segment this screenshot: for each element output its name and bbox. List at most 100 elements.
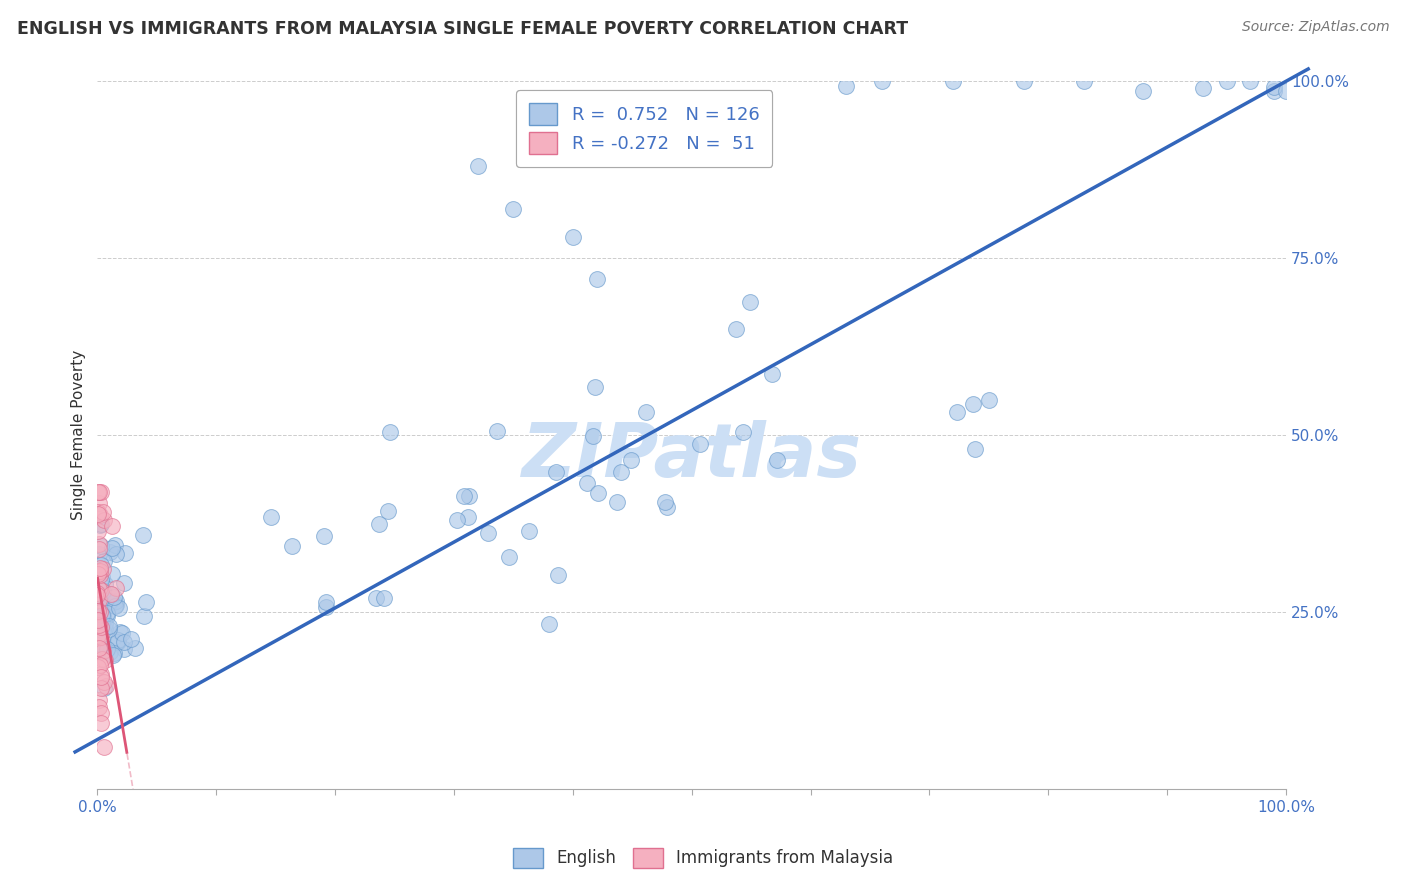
Point — [93, 554, 115, 568]
Point — [740, 295, 762, 310]
Point — [87, 564, 110, 578]
Point — [89, 564, 111, 578]
Point — [132, 609, 155, 624]
Point — [689, 437, 711, 451]
Point — [97, 619, 120, 633]
Point — [89, 601, 111, 615]
Point — [98, 545, 121, 559]
Point — [89, 615, 111, 630]
Point — [87, 593, 110, 607]
Point — [477, 526, 499, 541]
Point — [94, 577, 117, 591]
Point — [90, 667, 112, 681]
Point — [87, 660, 110, 674]
Point — [575, 475, 598, 490]
Point — [89, 604, 111, 618]
Point — [90, 600, 112, 615]
Point — [583, 380, 606, 394]
Legend: English, Immigrants from Malaysia: English, Immigrants from Malaysia — [506, 841, 900, 875]
Point — [91, 583, 114, 598]
Point — [114, 545, 136, 559]
Point — [962, 397, 984, 411]
Point — [87, 603, 110, 617]
Point — [135, 595, 157, 609]
Point — [121, 632, 143, 646]
Point — [314, 529, 336, 543]
Point — [87, 541, 110, 556]
Point — [89, 692, 111, 706]
Text: ENGLISH VS IMMIGRANTS FROM MALAYSIA SINGLE FEMALE POVERTY CORRELATION CHART: ENGLISH VS IMMIGRANTS FROM MALAYSIA SING… — [17, 20, 908, 37]
Point — [89, 670, 111, 684]
Point — [380, 425, 402, 439]
Point — [453, 490, 475, 504]
Point — [98, 645, 121, 659]
Point — [87, 631, 110, 645]
Point — [89, 567, 111, 582]
Point — [538, 616, 561, 631]
Point — [107, 635, 129, 649]
Point — [87, 582, 110, 596]
Point — [100, 587, 122, 601]
Point — [761, 367, 783, 381]
Point — [91, 644, 114, 658]
Point — [94, 622, 117, 636]
Point — [93, 653, 115, 667]
Point — [977, 392, 1000, 407]
Point — [1132, 85, 1154, 99]
Point — [104, 538, 127, 552]
Point — [87, 565, 110, 579]
Legend: R =  0.752   N = 126, R = -0.272   N =  51: R = 0.752 N = 126, R = -0.272 N = 51 — [516, 90, 772, 167]
Point — [91, 615, 114, 630]
Point — [89, 517, 111, 532]
Point — [582, 429, 605, 443]
Point — [86, 588, 108, 602]
Point — [89, 560, 111, 574]
Point — [1263, 79, 1285, 94]
Point — [100, 587, 122, 601]
Point — [96, 608, 118, 623]
Point — [93, 504, 115, 518]
Point — [91, 562, 114, 576]
Point — [108, 624, 131, 639]
Point — [94, 679, 117, 693]
Point — [96, 642, 118, 657]
Point — [90, 540, 112, 554]
Point — [89, 484, 111, 499]
Point — [606, 494, 628, 508]
Point — [89, 605, 111, 619]
Point — [89, 508, 111, 523]
Point — [90, 706, 112, 720]
Point — [87, 484, 110, 499]
Point — [870, 74, 893, 88]
Point — [124, 641, 146, 656]
Point — [105, 593, 128, 607]
Point — [366, 591, 388, 605]
Point — [634, 405, 657, 419]
Text: ZIPatlas: ZIPatlas — [522, 420, 862, 493]
Point — [93, 739, 115, 754]
Point — [101, 519, 124, 533]
Point — [731, 425, 754, 439]
Point — [655, 500, 678, 515]
Point — [105, 581, 128, 595]
Point — [1239, 74, 1261, 88]
Point — [87, 496, 110, 510]
Point — [87, 524, 110, 539]
Point — [103, 646, 125, 660]
Point — [90, 558, 112, 572]
Point — [87, 504, 110, 518]
Point — [90, 574, 112, 588]
Point — [1275, 83, 1298, 97]
Point — [260, 510, 283, 524]
Point — [517, 524, 540, 539]
Point — [368, 516, 391, 531]
Point — [104, 598, 127, 612]
Point — [101, 648, 124, 663]
Point — [93, 674, 115, 689]
Point — [89, 620, 111, 634]
Point — [91, 608, 114, 623]
Point — [87, 548, 110, 562]
Point — [105, 547, 128, 561]
Point — [98, 594, 121, 608]
Point — [585, 272, 607, 286]
